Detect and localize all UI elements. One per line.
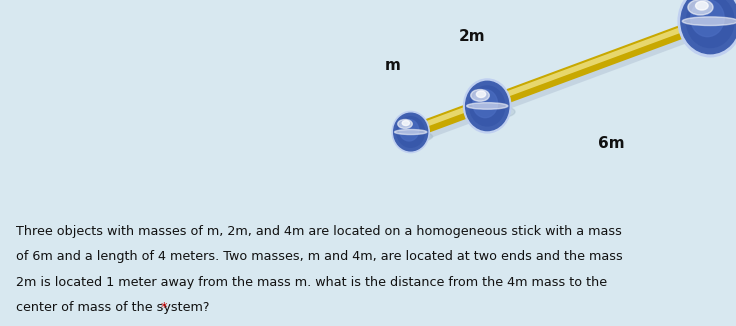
Ellipse shape [678,0,736,57]
Ellipse shape [696,1,708,10]
Ellipse shape [466,81,509,131]
Ellipse shape [394,131,433,142]
Ellipse shape [690,0,724,37]
Ellipse shape [394,129,427,135]
Ellipse shape [473,90,498,118]
Text: of 6m and a length of 4 meters. Two masses, m and 4m, are located at two ends an: of 6m and a length of 4 meters. Two mass… [16,250,623,263]
Text: m: m [384,58,400,73]
Ellipse shape [682,17,736,25]
Ellipse shape [476,91,486,97]
Ellipse shape [394,113,428,151]
Ellipse shape [402,121,409,126]
Ellipse shape [400,119,419,141]
Text: 2m is located 1 meter away from the mass m. what is the distance from the 4m mas: 2m is located 1 meter away from the mass… [16,276,607,289]
Ellipse shape [464,79,511,133]
Ellipse shape [392,111,429,153]
Ellipse shape [397,120,412,128]
Ellipse shape [467,103,508,109]
Ellipse shape [681,20,736,38]
Text: Three objects with masses of m, 2m, and 4m are located on a homogeneous stick wi: Three objects with masses of m, 2m, and … [16,225,622,238]
Text: 2m: 2m [459,29,486,44]
Ellipse shape [470,86,505,126]
Text: *: * [157,301,167,314]
Text: center of mass of the system?: center of mass of the system? [16,301,210,314]
Ellipse shape [687,0,734,48]
Text: 6m: 6m [598,136,624,151]
Ellipse shape [466,105,515,119]
Ellipse shape [688,0,713,15]
Ellipse shape [681,0,736,54]
Ellipse shape [397,117,425,147]
Ellipse shape [471,90,489,101]
